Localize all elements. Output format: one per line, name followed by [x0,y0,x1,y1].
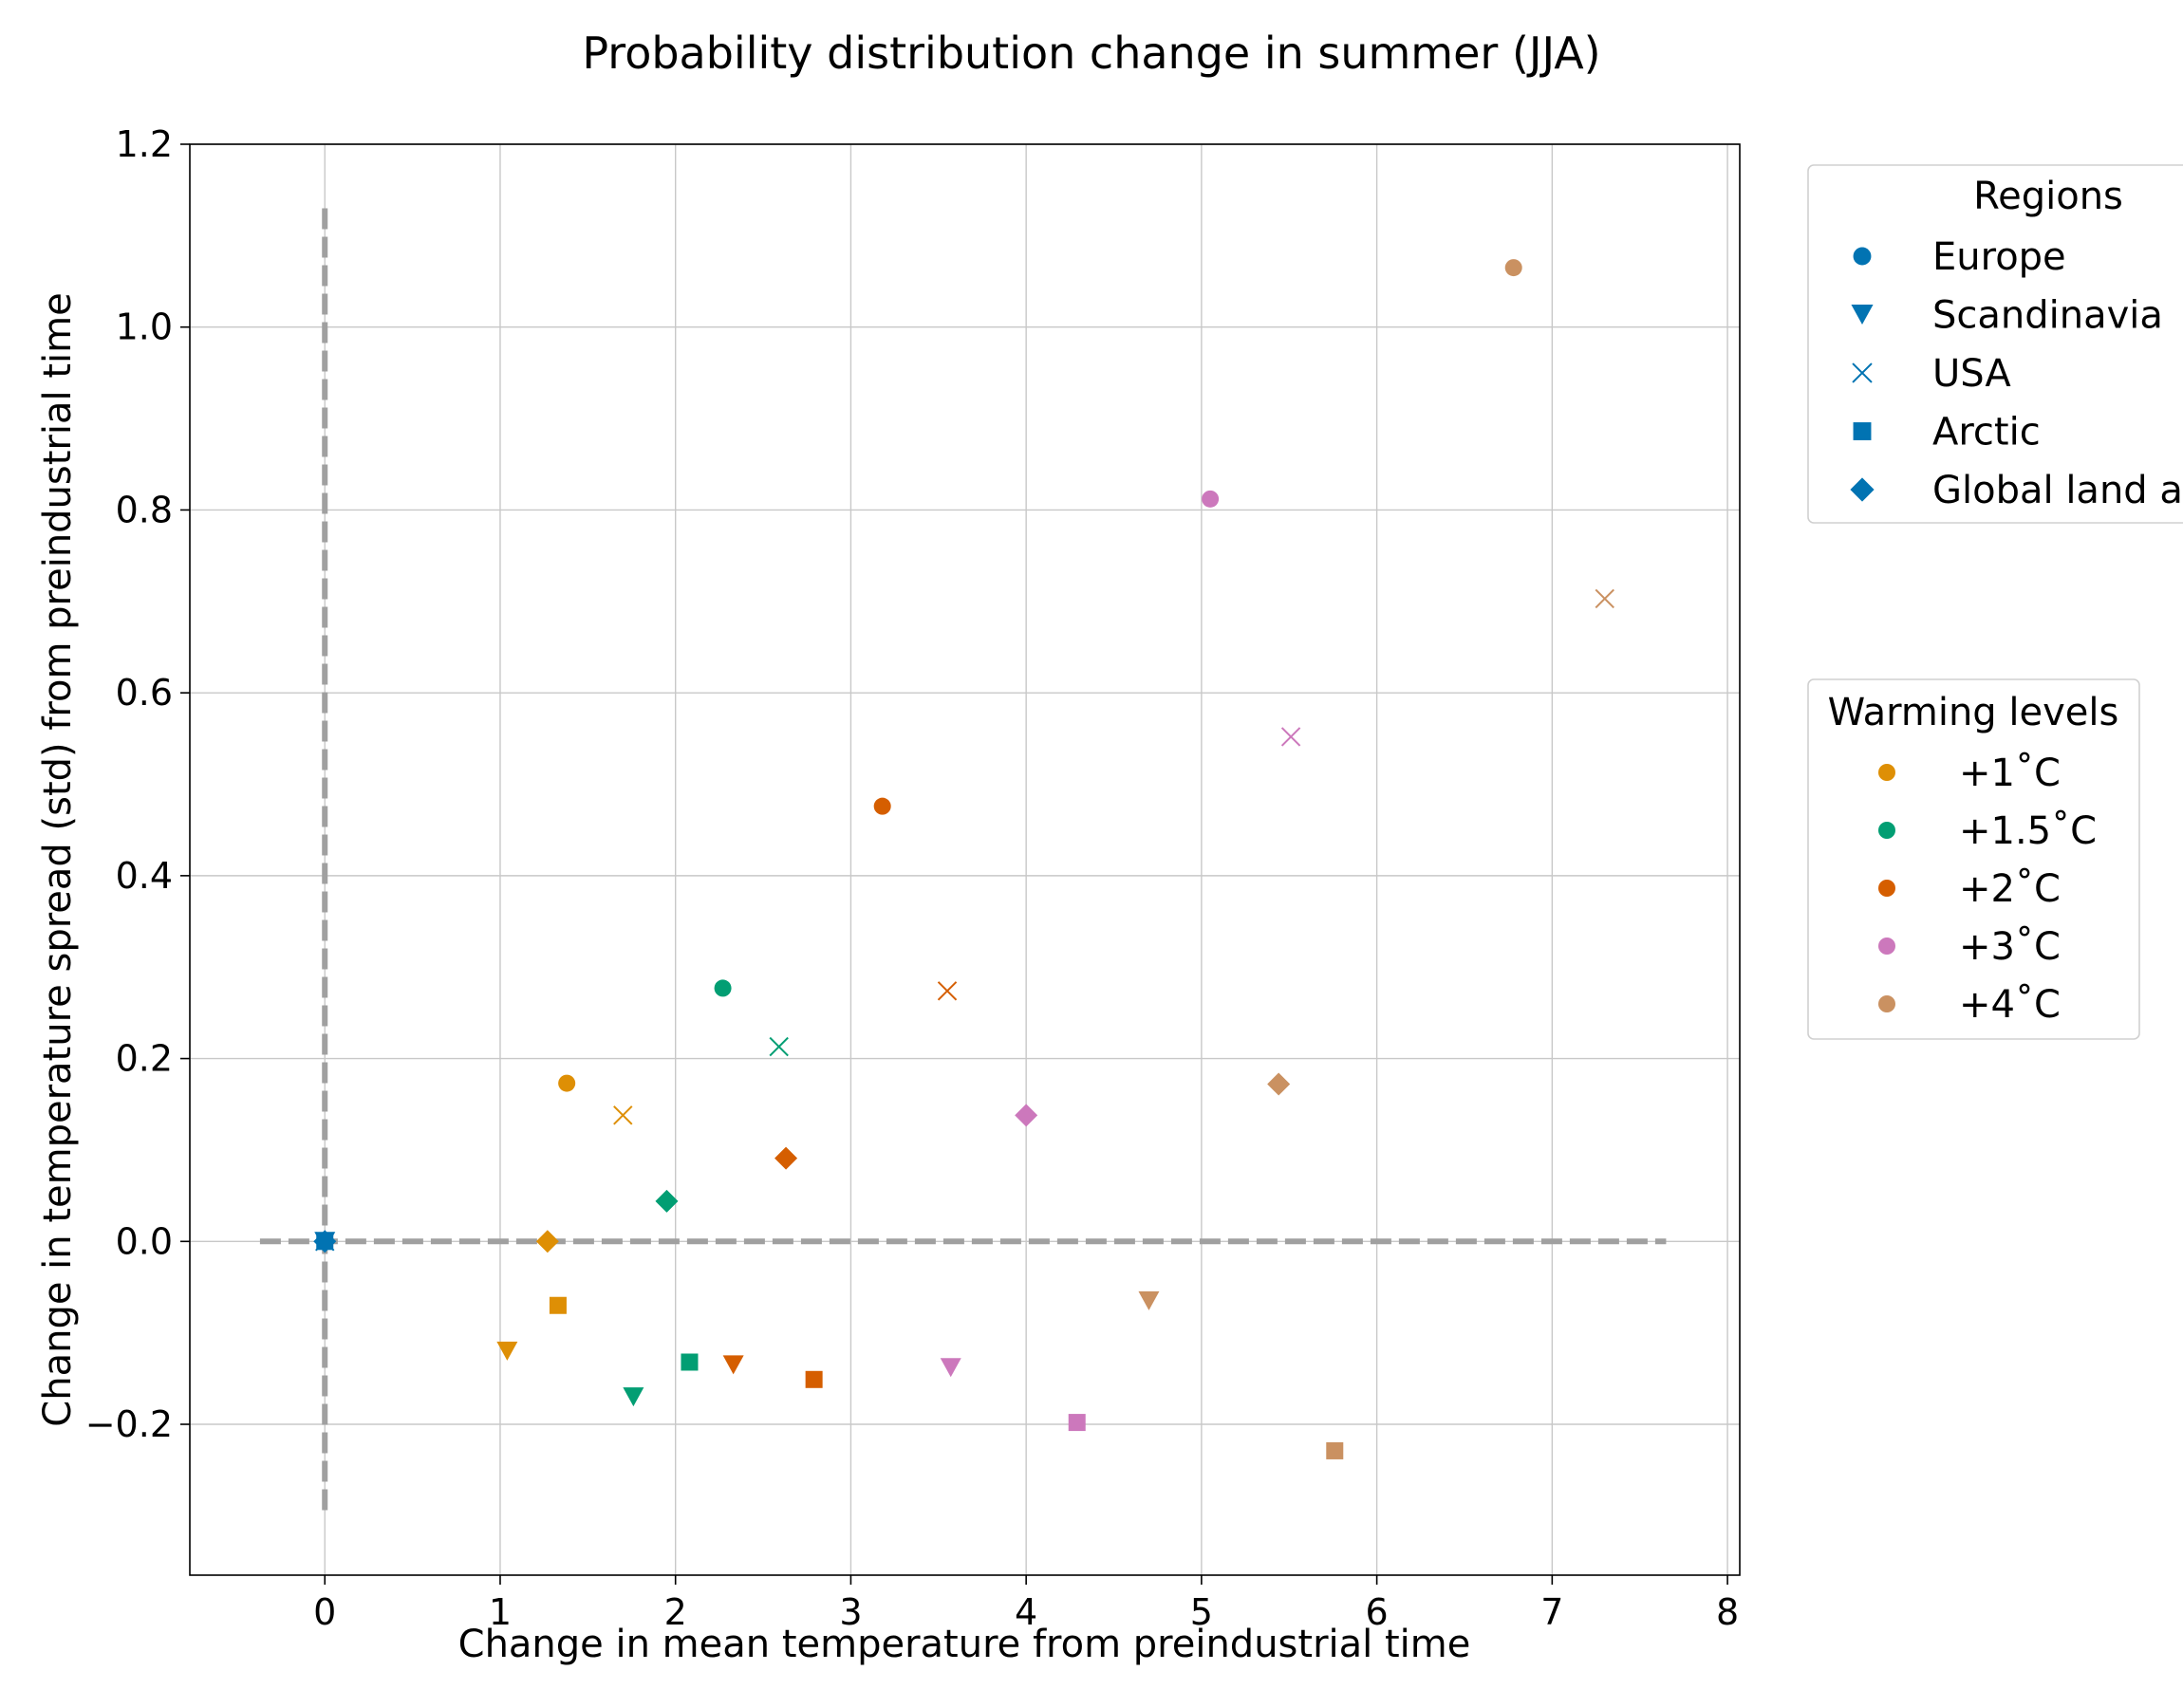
data-point-diamond [535,1230,559,1253]
data-point-circle [873,797,891,815]
x-tick-label: 6 [1366,1591,1389,1633]
legend-regions-title: Regions [1973,175,2123,218]
legend-marker-x [1852,362,1873,383]
legend-level-label: +4˚C [1959,983,2061,1027]
chart-title: Probability distribution change in summe… [582,28,1600,79]
data-point-diamond [1267,1072,1291,1096]
grid [190,143,1740,1575]
x-axis-label: Change in mean temperature from preindus… [458,1623,1471,1666]
legend-region-label: USA [1932,352,2011,396]
data-point-x [769,1036,789,1057]
y-tick-label: 1.0 [116,306,173,348]
data-point-x [613,1105,633,1125]
data-point-square [805,1370,823,1388]
legend-level-marker [1878,822,1895,839]
legend-level-label: +3˚C [1959,925,2061,969]
legend-level-label: +1˚C [1959,752,2061,795]
legend-regions: Regions Europe Scandinavia USA Arctic Global… [1807,164,2183,524]
x-tick-label: 0 [313,1591,336,1633]
y-tick-label: −0.2 [85,1403,173,1445]
legend-level-marker [1878,995,1895,1012]
data-points [313,259,1614,1459]
data-point-triangle-down [496,1341,518,1361]
x-tick-label: 4 [1015,1591,1037,1633]
y-tick-label: 0.8 [116,489,173,530]
legend-level-marker [1878,764,1895,781]
data-point-diamond [655,1189,679,1213]
legend-level-label: +2˚C [1959,867,2061,911]
data-point-diamond [774,1146,798,1170]
x-tick-label: 5 [1190,1591,1213,1633]
legend-regions-entries: Europe Scandinavia USA Arctic Global land a [1850,235,2183,512]
y-tick-label: 0.4 [116,855,173,897]
y-tick-label: 0.0 [116,1220,173,1262]
legend-warming-levels: Warming levels +1˚C +1.5˚C +2˚C +3˚C +4˚C [1807,678,2140,1040]
y-tick-label: 0.2 [116,1038,173,1080]
data-point-square [681,1353,699,1371]
legend-region-label: Arctic [1932,411,2041,455]
y-tick-label: 0.6 [116,672,173,714]
legend-level-marker [1878,938,1895,955]
x-tick-label: 2 [664,1591,687,1633]
legend-marker-square [1853,422,1872,440]
legend-marker-circle [1853,247,1872,266]
y-axis-label: Change in temperature spread (std) from … [36,292,80,1426]
data-point-triangle-down [722,1355,744,1375]
data-point-square [1068,1414,1086,1432]
data-point-triangle-down [940,1358,961,1378]
data-point-x [1595,588,1614,609]
y-tick-label: 1.2 [116,123,173,165]
data-point-circle [558,1074,576,1092]
legend-level-label: +1.5˚C [1959,809,2097,853]
x-tick-label: 8 [1716,1591,1739,1633]
legend-levels-title: Warming levels [1828,691,2119,734]
data-point-x [1280,727,1301,747]
data-point-square [1326,1441,1344,1459]
legend-regions-frame [1807,164,2183,524]
legend-region-label: Scandinavia [1932,294,2163,338]
plot-frame [189,143,1741,1576]
data-point-square [549,1296,567,1314]
data-point-diamond [313,1230,337,1253]
reference-lines [259,208,1667,1516]
legend-region-label: Global land a [1932,469,2183,512]
legend-marker-diamond [1850,477,1875,502]
data-point-circle [1202,490,1220,508]
legend-levels-entries: +1˚C +1.5˚C +2˚C +3˚C +4˚C [1878,752,2097,1027]
y-axis-ticks: −0.2 0.0 0.2 0.4 0.6 0.8 1.0 1.2 [85,123,190,1445]
legend-level-marker [1878,880,1895,897]
data-point-triangle-down [1138,1290,1160,1310]
legend-region-label: Europe [1932,235,2066,279]
x-tick-label: 7 [1540,1591,1563,1633]
data-point-circle [1504,259,1522,277]
x-tick-label: 1 [489,1591,512,1633]
x-tick-label: 3 [839,1591,862,1633]
data-point-triangle-down [623,1387,644,1407]
data-point-x [937,981,958,1001]
data-point-diamond [1015,1104,1038,1127]
x-axis-ticks: 0 1 2 3 4 5 6 7 8 [313,1575,1739,1633]
data-point-circle [714,979,732,997]
legend-marker-triangle-down [1851,305,1874,325]
